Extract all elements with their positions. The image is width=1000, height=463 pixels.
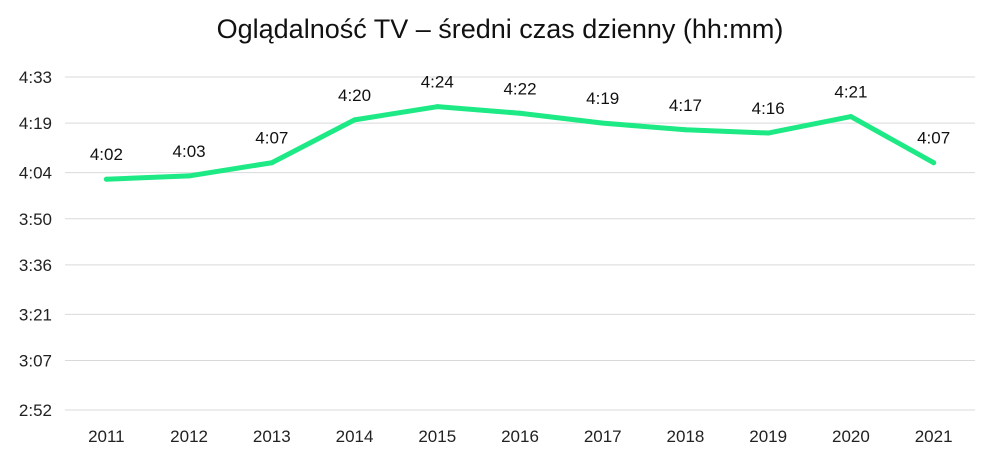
x-tick-label: 2012 [170,427,208,446]
y-tick-label: 3:36 [19,256,52,275]
y-tick-label: 3:07 [19,352,52,371]
data-label: 4:20 [338,86,371,105]
x-tick-label: 2013 [253,427,291,446]
series-line [103,104,937,182]
data-label: 4:07 [917,129,950,148]
data-point [434,104,440,110]
x-axis-ticks: 2011 2012 2013 2014 2015 2016 2017 2018 2019 2020… [88,427,952,446]
data-label: 4:07 [255,129,288,148]
data-labels: 4:02 4:03 4:07 4:20 4:24 4:22 4:19 4:17 4:16 4:21… [90,73,950,165]
y-tick-label: 4:19 [19,114,52,133]
x-tick-label: 2020 [832,427,870,446]
x-tick-label: 2015 [418,427,456,446]
data-label: 4:19 [586,89,619,108]
data-point [103,176,109,182]
data-label: 4:21 [834,83,867,102]
x-tick-label: 2018 [667,427,705,446]
data-label: 4:02 [90,145,123,164]
chart-title: Oglądalność TV – średni czas dzienny (hh… [216,14,784,44]
x-tick-label: 2021 [915,427,953,446]
x-tick-label: 2017 [584,427,622,446]
y-tick-label: 3:21 [19,305,52,324]
data-point [352,117,358,123]
data-label: 4:22 [503,79,536,98]
data-point [765,130,771,136]
data-label: 4:03 [173,142,206,161]
data-point [186,173,192,179]
y-tick-label: 2:52 [19,401,52,420]
data-label: 4:17 [669,96,702,115]
x-tick-label: 2014 [336,427,374,446]
y-tick-label: 3:50 [19,210,52,229]
data-point [848,114,854,120]
data-point [931,160,937,166]
data-point [269,160,275,166]
data-point [600,120,606,126]
x-tick-label: 2016 [501,427,539,446]
data-label: 4:24 [421,73,454,92]
series-group [103,104,937,182]
x-tick-label: 2019 [749,427,787,446]
x-tick-label: 2011 [88,427,125,446]
y-tick-label: 4:33 [19,68,52,87]
y-axis-ticks: 2:52 3:07 3:21 3:36 3:50 4:04 4:19 4:33 [19,68,52,420]
data-point [682,127,688,133]
data-point [517,110,523,116]
y-tick-label: 4:04 [19,164,52,183]
gridlines [65,76,975,411]
data-label: 4:16 [752,99,785,118]
